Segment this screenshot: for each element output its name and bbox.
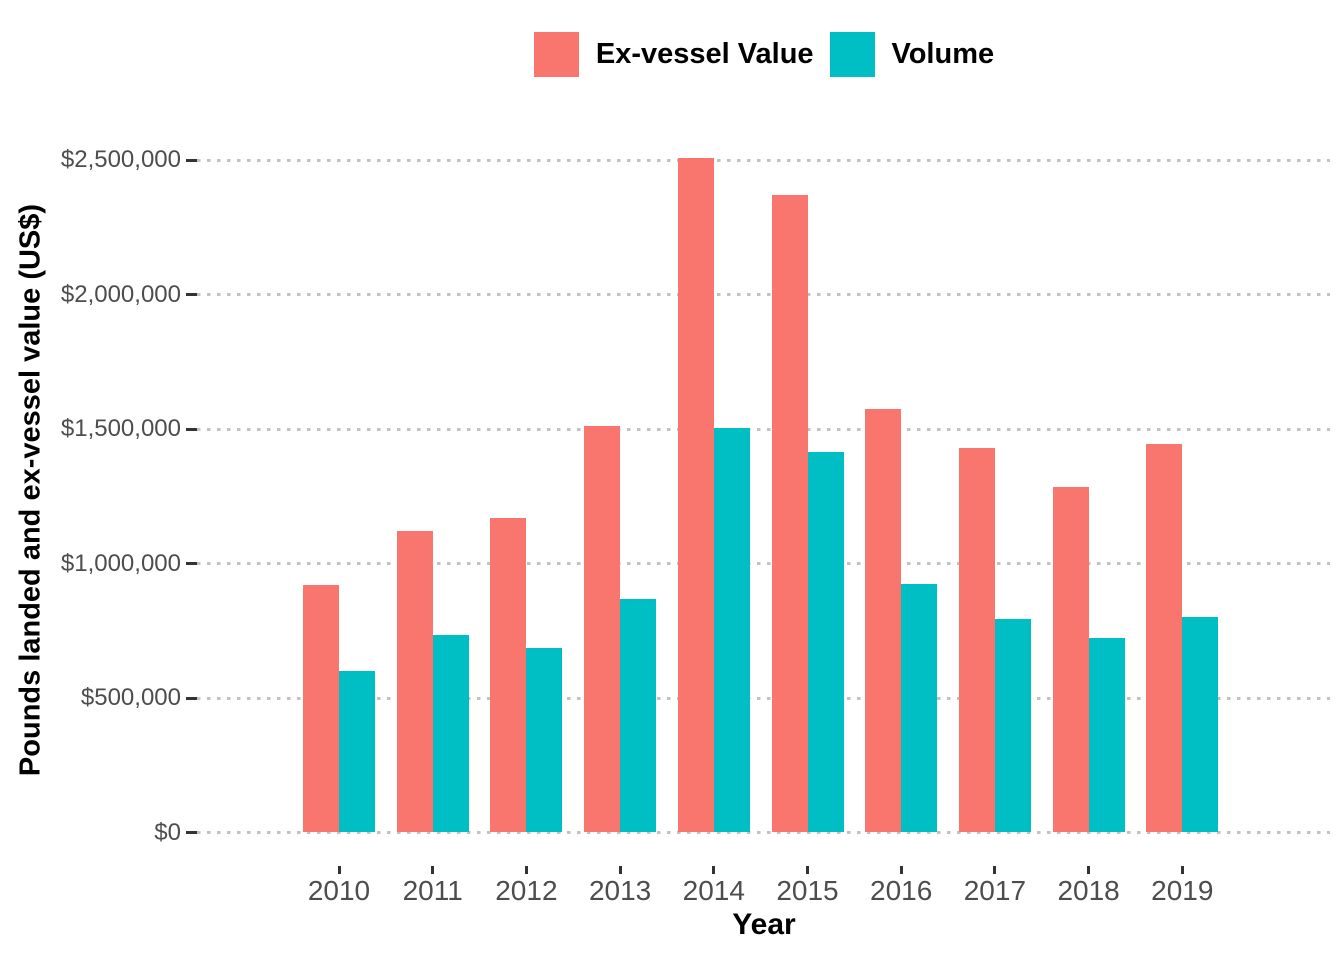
bar-ex-vessel-value-2012 [490, 517, 527, 833]
legend-label: Volume [891, 37, 995, 70]
bar-volume-2013 [620, 598, 657, 833]
x-tick-label-2016: 2016 [870, 875, 933, 906]
chart-legend: Ex-vessel Value Volume [197, 31, 1331, 77]
bar-ex-vessel-value-2017 [958, 448, 995, 833]
legend-item-volume: Volume [829, 31, 995, 77]
x-tick-mark-2016 [899, 866, 903, 874]
y-tick-label-1000000: $1,000,000 [60, 549, 181, 577]
y-tick-mark-0 [186, 831, 197, 834]
gridline-1000000 [197, 562, 1330, 566]
y-tick-label-2000000: $2,000,000 [60, 280, 181, 308]
bar-ex-vessel-value-2019 [1146, 443, 1183, 833]
bar-ex-vessel-value-2015 [771, 195, 808, 833]
bar-volume-2011 [432, 634, 469, 833]
legend-item-ex-vessel-value: Ex-vessel Value [533, 31, 814, 77]
bar-volume-2019 [1182, 617, 1219, 833]
x-tick-label-2019: 2019 [1151, 875, 1214, 906]
y-tick-label-0: $0 [154, 818, 181, 846]
x-tick-label-2017: 2017 [963, 875, 1027, 906]
legend-label: Ex-vessel Value [595, 37, 814, 70]
gridline-2500000 [197, 158, 1330, 162]
bar-volume-2015 [807, 452, 844, 833]
x-tick-mark-2015 [806, 866, 809, 874]
x-tick-label-2010: 2010 [307, 875, 371, 906]
x-tick-mark-2018 [1087, 866, 1091, 874]
bar-ex-vessel-value-2013 [584, 426, 621, 833]
x-tick-mark-2019 [1180, 866, 1184, 874]
x-tick-label-2011: 2011 [402, 875, 463, 906]
bar-volume-2016 [901, 583, 938, 833]
legend-swatch-icon [533, 31, 579, 77]
bar-volume-2017 [994, 618, 1031, 833]
x-tick-label-2014: 2014 [682, 875, 745, 906]
y-tick-mark-2000000 [186, 293, 197, 297]
x-tick-label-2018: 2018 [1057, 875, 1120, 906]
y-tick-label-500000: $500,000 [80, 684, 181, 712]
gridline-0 [197, 831, 1330, 834]
x-tick-mark-2017 [993, 866, 997, 874]
gridline-2000000 [197, 293, 1330, 297]
y-tick-mark-1000000 [186, 562, 197, 566]
y-tick-mark-1500000 [186, 427, 197, 431]
bar-volume-2014 [713, 427, 750, 833]
bar-ex-vessel-value-2014 [677, 157, 714, 833]
x-tick-mark-2010 [337, 866, 341, 874]
x-tick-mark-2014 [712, 866, 716, 874]
legend-swatch-icon [829, 31, 875, 77]
gridline-1500000 [197, 427, 1330, 431]
gridline-500000 [197, 696, 1330, 700]
bar-volume-2010 [339, 671, 375, 833]
x-tick-label-2013: 2013 [588, 875, 652, 906]
bar-ex-vessel-value-2011 [396, 531, 433, 833]
y-tick-mark-500000 [186, 696, 197, 700]
bar-ex-vessel-value-2016 [865, 409, 902, 833]
bar-volume-2012 [526, 648, 563, 833]
bar-ex-vessel-value-2018 [1052, 486, 1089, 833]
bar-volume-2018 [1088, 637, 1125, 833]
y-tick-mark-2500000 [186, 158, 197, 162]
x-tick-mark-2011 [431, 866, 435, 874]
bar-ex-vessel-value-2010 [303, 585, 339, 833]
y-tick-label-1500000: $1,500,000 [60, 415, 181, 443]
x-tick-label-2012: 2012 [495, 875, 558, 906]
x-tick-mark-2013 [618, 866, 622, 874]
x-tick-mark-2012 [524, 866, 528, 874]
x-axis-title: Year [732, 908, 796, 941]
y-tick-label-2500000: $2,500,000 [60, 146, 181, 174]
x-tick-label-2015: 2015 [776, 875, 839, 906]
